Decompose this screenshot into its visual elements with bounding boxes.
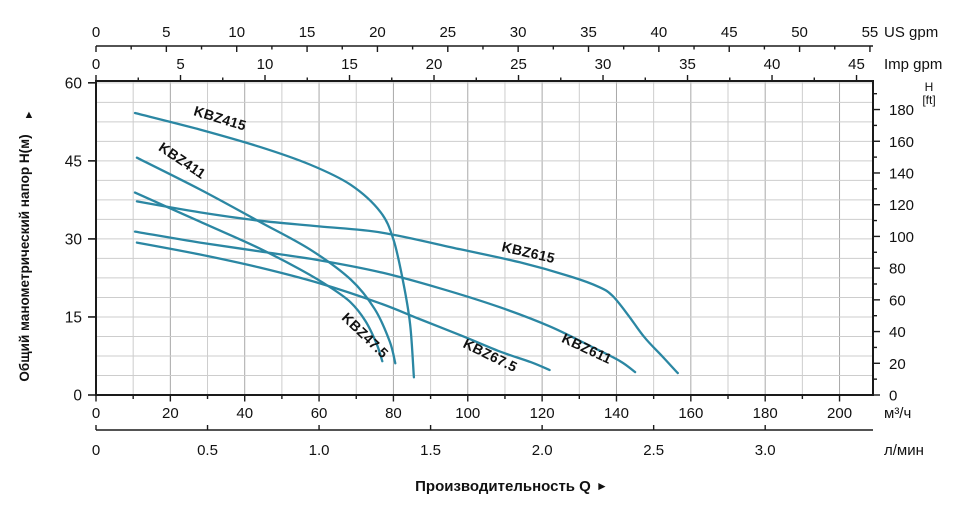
imp-tick-30: 30: [595, 56, 612, 73]
ft-tick-80: 80: [889, 261, 906, 278]
lmin-tick-1.0: 1.0: [309, 442, 330, 459]
y-axis-direction-arrow-icon: ▲: [24, 109, 35, 121]
lmin-tick-2.0: 2.0: [532, 442, 553, 459]
imp-tick-25: 25: [510, 56, 527, 73]
ft-tick-60: 60: [889, 292, 906, 309]
m3h-tick-40: 40: [236, 405, 253, 422]
ft-tick-40: 40: [889, 324, 906, 341]
imp-tick-15: 15: [341, 56, 358, 73]
right-axis-header-h: H: [925, 80, 934, 94]
lmin-tick-2.5: 2.5: [643, 442, 664, 459]
grid: [96, 81, 873, 395]
plot-border: [95, 80, 874, 396]
ft-tick-0: 0: [889, 388, 897, 405]
y-axis-title: Общий манометрический напор Н(м): [17, 134, 32, 381]
ft-tick-120: 120: [889, 197, 914, 214]
us-tick-25: 25: [439, 24, 456, 41]
m3h-tick-60: 60: [311, 405, 328, 422]
m3h-tick-180: 180: [753, 405, 778, 422]
curve-KBZ67.5: [135, 241, 551, 372]
m3h-tick-0: 0: [92, 405, 100, 422]
m3h-tick-160: 160: [678, 405, 703, 422]
lmin-tick-0.5: 0.5: [197, 442, 218, 459]
left-tick-30: 30: [65, 231, 83, 248]
lmin-unit-label: л/мин: [884, 442, 924, 459]
us-tick-35: 35: [580, 24, 597, 41]
lmin-tick-1.5: 1.5: [420, 442, 441, 459]
right-axis-header-ft: [ft]: [922, 93, 935, 107]
us-gpm-unit-label: US gpm: [884, 24, 938, 41]
imp-tick-5: 5: [176, 56, 184, 73]
lmin-tick-3.0: 3.0: [755, 442, 776, 459]
m3h-tick-100: 100: [455, 405, 480, 422]
us-tick-55: 55: [862, 24, 879, 41]
imp-tick-45: 45: [848, 56, 865, 73]
left-tick-60: 60: [65, 75, 83, 92]
us-tick-40: 40: [651, 24, 668, 41]
m3h-tick-80: 80: [385, 405, 402, 422]
left-tick-15: 15: [65, 309, 82, 326]
axes: [88, 45, 880, 431]
us-tick-30: 30: [510, 24, 527, 41]
left-tick-45: 45: [65, 153, 82, 170]
curve-KBZ47.5: [133, 191, 384, 363]
us-tick-50: 50: [791, 24, 808, 41]
ft-tick-180: 180: [889, 102, 914, 119]
ft-tick-20: 20: [889, 356, 906, 373]
m3h-tick-200: 200: [827, 405, 852, 422]
imp-tick-10: 10: [257, 56, 274, 73]
imp-tick-0: 0: [92, 56, 100, 73]
curve-label-KBZ411: KBZ411: [156, 139, 209, 182]
left-tick-0: 0: [73, 388, 82, 405]
imp-tick-20: 20: [426, 56, 443, 73]
x-axis-title: Производительность Q: [415, 478, 591, 495]
ft-tick-100: 100: [889, 229, 914, 246]
imp-gpm-unit-label: Imp gpm: [884, 56, 942, 73]
curve-label-KBZ611: KBZ611: [560, 330, 615, 367]
m3h-tick-120: 120: [530, 405, 555, 422]
ft-tick-140: 140: [889, 165, 914, 182]
curve-label-KBZ615: KBZ615: [500, 238, 556, 266]
m3h-unit-label: м³/ч: [884, 405, 911, 422]
curve-KBZ615: [135, 200, 679, 375]
us-tick-20: 20: [369, 24, 386, 41]
us-tick-45: 45: [721, 24, 738, 41]
m3h-tick-20: 20: [162, 405, 179, 422]
curve-KBZ611: [133, 230, 637, 374]
x-axis-direction-arrow-icon: ►: [596, 479, 608, 493]
us-tick-10: 10: [228, 24, 245, 41]
m3h-tick-140: 140: [604, 405, 629, 422]
us-tick-5: 5: [162, 24, 170, 41]
imp-tick-40: 40: [764, 56, 781, 73]
curve-KBZ415: [133, 111, 416, 379]
imp-tick-35: 35: [679, 56, 696, 73]
lmin-tick-0: 0: [92, 442, 100, 459]
ft-tick-160: 160: [889, 134, 914, 151]
us-tick-15: 15: [299, 24, 316, 41]
us-tick-0: 0: [92, 24, 100, 41]
